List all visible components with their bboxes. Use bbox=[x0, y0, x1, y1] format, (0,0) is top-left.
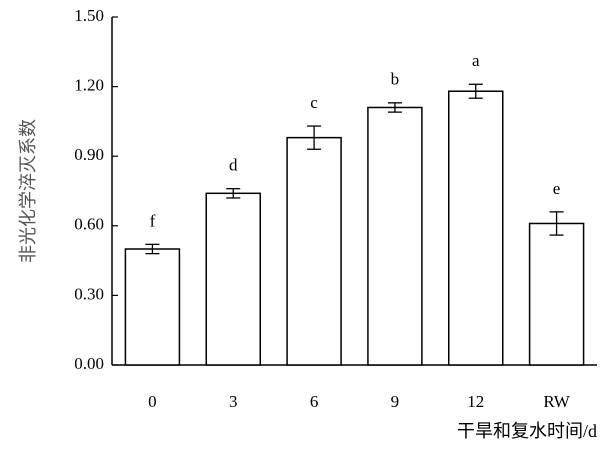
y-tick-label: 1.50 bbox=[74, 6, 104, 25]
bar bbox=[205, 192, 261, 366]
significance-letter: a bbox=[472, 51, 480, 70]
x-tick-label: 0 bbox=[148, 392, 157, 411]
bar bbox=[124, 248, 181, 366]
significance-letter: f bbox=[150, 211, 156, 230]
significance-letter: c bbox=[310, 93, 318, 112]
y-tick-label: 1.20 bbox=[74, 76, 104, 95]
x-tick-label: 9 bbox=[391, 392, 400, 411]
y-tick-label: 0.30 bbox=[74, 284, 104, 303]
x-tick-label: 12 bbox=[467, 392, 484, 411]
significance-letter: b bbox=[391, 70, 400, 89]
y-tick-label: 0.90 bbox=[74, 145, 104, 164]
bar bbox=[367, 106, 423, 366]
x-axis-label: 干旱和复水时间/d bbox=[457, 421, 597, 441]
x-tick-label: 6 bbox=[310, 392, 319, 411]
y-tick-label: 0.60 bbox=[74, 215, 104, 234]
bar bbox=[528, 222, 585, 366]
y-axis-label: 非光化学淬灭系数 bbox=[18, 119, 38, 263]
bar bbox=[448, 90, 504, 366]
significance-letter: d bbox=[229, 156, 238, 175]
x-tick-label: RW bbox=[543, 392, 570, 411]
significance-letter: e bbox=[553, 179, 561, 198]
y-tick-label: 0.00 bbox=[74, 354, 104, 373]
bar bbox=[286, 136, 342, 366]
x-tick-label: 3 bbox=[229, 392, 238, 411]
